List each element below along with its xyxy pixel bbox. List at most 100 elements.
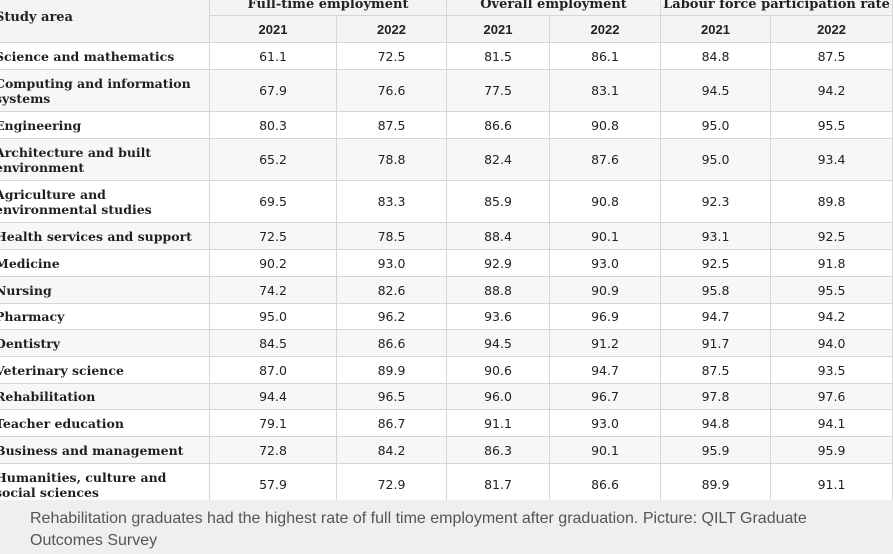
table-row: Teacher education 79.1 86.7 91.1 93.0 94.8 94.… xyxy=(0,409,893,437)
value-cell: 94.7 xyxy=(660,303,772,330)
value-cell: 83.1 xyxy=(549,69,662,112)
value-cell: 82.4 xyxy=(446,138,551,181)
year-header: 2021 xyxy=(446,15,551,43)
value-cell: 92.5 xyxy=(660,249,772,277)
table-row: Dentistry 84.5 86.6 94.5 91.2 91.7 94.0 xyxy=(0,329,893,357)
value-cell: 72.5 xyxy=(335,42,448,70)
value-cell: 81.7 xyxy=(446,463,551,500)
value-cell: 96.5 xyxy=(335,383,448,410)
value-cell: 90.1 xyxy=(549,222,662,250)
value-cell: 91.8 xyxy=(770,249,893,277)
study-area-cell: Science and mathematics xyxy=(0,42,210,70)
table-row: Engineering 80.3 87.5 86.6 90.8 95.0 95.5 xyxy=(0,111,893,139)
value-cell: 78.5 xyxy=(335,222,448,250)
value-cell: 84.8 xyxy=(660,42,772,70)
value-cell: 89.9 xyxy=(660,463,772,500)
study-area-cell: Humanities, culture and social sciences xyxy=(0,463,210,500)
value-cell: 94.5 xyxy=(446,329,551,357)
value-cell: 92.9 xyxy=(446,249,551,277)
value-cell: 96.2 xyxy=(335,303,448,330)
value-cell: 93.1 xyxy=(660,222,772,250)
table-body: Science and mathematics 61.1 72.5 81.5 86.1 8… xyxy=(0,42,893,500)
value-cell: 76.6 xyxy=(335,69,448,112)
value-cell: 69.5 xyxy=(209,180,337,223)
value-cell: 93.0 xyxy=(335,249,448,277)
group-header-row: Study area Full-time employment Overall … xyxy=(0,0,893,43)
table-row: Health services and support 72.5 78.5 88.4 9… xyxy=(0,222,893,250)
study-area-cell: Business and management xyxy=(0,436,210,464)
table-row: Humanities, culture and social sciences 5… xyxy=(0,463,893,500)
year-header: 2022 xyxy=(549,15,662,43)
value-cell: 94.2 xyxy=(770,69,893,112)
value-cell: 81.5 xyxy=(446,42,551,70)
value-cell: 92.3 xyxy=(660,180,772,223)
value-cell: 90.8 xyxy=(549,111,662,139)
value-cell: 97.8 xyxy=(660,383,772,410)
value-cell: 78.8 xyxy=(335,138,448,181)
value-cell: 90.2 xyxy=(209,249,337,277)
value-cell: 57.9 xyxy=(209,463,337,500)
value-cell: 94.2 xyxy=(770,303,893,330)
group-header-full-time: Full-time employment xyxy=(208,0,448,16)
value-cell: 86.6 xyxy=(446,111,551,139)
value-cell: 96.0 xyxy=(446,383,551,410)
value-cell: 61.1 xyxy=(209,42,337,70)
value-cell: 95.5 xyxy=(770,276,893,304)
year-header: 2022 xyxy=(770,15,893,43)
value-cell: 72.9 xyxy=(335,463,448,500)
value-cell: 79.1 xyxy=(209,409,337,437)
study-area-header: Study area xyxy=(0,0,210,43)
value-cell: 94.7 xyxy=(549,356,662,384)
value-cell: 89.9 xyxy=(335,356,448,384)
value-cell: 92.5 xyxy=(770,222,893,250)
graduate-outcomes-table: Study area Full-time employment Overall … xyxy=(0,0,893,500)
value-cell: 95.0 xyxy=(209,303,337,330)
value-cell: 83.3 xyxy=(335,180,448,223)
study-area-cell: Engineering xyxy=(0,111,210,139)
table-image-area: Study area Full-time employment Overall … xyxy=(0,0,893,500)
study-area-cell: Dentistry xyxy=(0,329,210,357)
value-cell: 86.7 xyxy=(335,409,448,437)
table-row: Science and mathematics 61.1 72.5 81.5 86.1 8… xyxy=(0,42,893,70)
value-cell: 95.9 xyxy=(660,436,772,464)
study-area-cell: Agriculture and environmental studies xyxy=(0,180,210,223)
study-area-cell: Computing and information systems xyxy=(0,69,210,112)
value-cell: 74.2 xyxy=(209,276,337,304)
study-area-cell: Architecture and built environment xyxy=(0,138,210,181)
value-cell: 91.2 xyxy=(549,329,662,357)
value-cell: 95.5 xyxy=(770,111,893,139)
value-cell: 93.0 xyxy=(549,409,662,437)
group-header-participation: Labour force participation rate xyxy=(660,0,893,16)
image-caption: Rehabilitation graduates had the highest… xyxy=(0,500,893,554)
value-cell: 82.6 xyxy=(335,276,448,304)
value-cell: 96.7 xyxy=(549,383,662,410)
value-cell: 94.8 xyxy=(660,409,772,437)
value-cell: 91.1 xyxy=(446,409,551,437)
value-cell: 86.6 xyxy=(549,463,662,500)
value-cell: 96.9 xyxy=(549,303,662,330)
study-area-cell: Medicine xyxy=(0,249,210,277)
value-cell: 65.2 xyxy=(209,138,337,181)
value-cell: 86.1 xyxy=(549,42,662,70)
value-cell: 90.9 xyxy=(549,276,662,304)
value-cell: 91.1 xyxy=(770,463,893,500)
value-cell: 86.6 xyxy=(335,329,448,357)
study-area-cell: Nursing xyxy=(0,276,210,304)
value-cell: 95.0 xyxy=(660,138,772,181)
value-cell: 97.6 xyxy=(770,383,893,410)
value-cell: 93.5 xyxy=(770,356,893,384)
study-area-cell: Health services and support xyxy=(0,222,210,250)
table-row: Computing and information systems 67.9 76.… xyxy=(0,69,893,112)
year-header-row: 2021 2022 2021 2022 2021 2022 xyxy=(0,15,893,43)
study-area-cell: Teacher education xyxy=(0,409,210,437)
value-cell: 87.6 xyxy=(549,138,662,181)
value-cell: 93.4 xyxy=(770,138,893,181)
value-cell: 72.8 xyxy=(209,436,337,464)
value-cell: 88.8 xyxy=(446,276,551,304)
value-cell: 87.5 xyxy=(335,111,448,139)
study-area-cell: Veterinary science xyxy=(0,356,210,384)
study-area-cell: Rehabilitation xyxy=(0,383,210,410)
year-header: 2021 xyxy=(209,15,337,43)
year-header: 2022 xyxy=(335,15,448,43)
table-row: Pharmacy 95.0 96.2 93.6 96.9 94.7 94.2 xyxy=(0,303,893,330)
